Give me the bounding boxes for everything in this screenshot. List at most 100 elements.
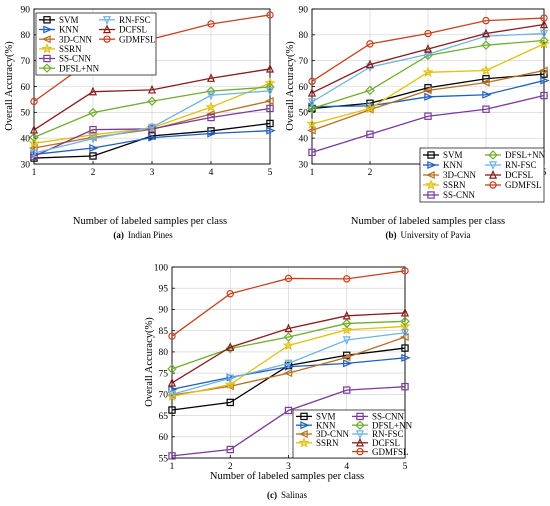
data-point-svm	[89, 152, 97, 160]
series-ss-cnn	[168, 382, 409, 460]
data-point-knn	[207, 129, 217, 138]
data-point-gdmfsl	[308, 77, 316, 86]
data-point-rn-fsc	[342, 336, 351, 346]
legend-entry-gdmfsl: GDMFSL	[99, 34, 156, 44]
data-point-gdmfsl	[424, 29, 432, 38]
legend-label: GDMFSL	[119, 34, 156, 44]
legend-marker	[298, 429, 308, 439]
legend-label: SS-CNN	[443, 190, 476, 200]
panel-caption: (a) Indian Pines	[113, 230, 173, 240]
legend-marker	[300, 421, 310, 430]
series-line-ss-cnn	[171, 386, 406, 457]
data-point-rn-fsc	[147, 123, 157, 133]
legend-entry-gdmfsl: GDMFSL	[352, 447, 409, 457]
data-point-ss-cnn	[168, 452, 176, 460]
data-point-gdmfsl	[540, 14, 548, 22]
data-point-ssrn	[399, 320, 411, 332]
panel-caption-label: (a)	[113, 230, 124, 240]
data-point-3d-cnn	[480, 78, 490, 87]
data-point-3d-cnn	[264, 96, 274, 106]
data-point-dcfsl	[206, 73, 216, 82]
data-point-3d-cnn	[283, 369, 293, 378]
data-point-ssrn	[282, 339, 295, 351]
data-point-dfsl-nn	[147, 96, 157, 106]
legend-label: SSRN	[443, 180, 466, 190]
data-point-rn-fsc	[265, 87, 275, 96]
legend-entry-ss-cnn: SS-CNN	[352, 412, 405, 422]
data-point-dfsl-nn	[342, 318, 352, 329]
legend-label: KNN	[316, 420, 336, 430]
legend-label: SSRN	[316, 438, 339, 448]
legend-label: DCFSL	[119, 25, 147, 35]
series-line-ss-cnn	[311, 94, 545, 154]
series-line-dcfsl	[33, 68, 271, 131]
x-tick-label: 2	[228, 462, 233, 472]
y-tick-label: 90	[159, 306, 169, 316]
data-point-ssrn	[364, 102, 376, 114]
data-point-3d-cnn	[306, 126, 316, 135]
data-point-svm	[168, 406, 176, 414]
y-tick-label: 80	[159, 348, 169, 358]
legend-entry-rn-fsc: RN-FSC	[485, 160, 537, 170]
legend-label: DFSL+NN	[505, 150, 546, 160]
data-point-svm	[482, 75, 490, 83]
data-point-ss-cnn	[207, 113, 215, 122]
series-dcfsl	[307, 19, 549, 97]
legend-marker	[103, 35, 111, 43]
x-tick-label: 5	[403, 462, 408, 472]
data-point-dcfsl	[284, 323, 293, 333]
x-tick-label: 2	[368, 168, 373, 178]
series-ss-cnn	[308, 91, 548, 157]
legend-marker	[298, 436, 310, 448]
legend-label: SVM	[59, 15, 79, 25]
series-gdmfsl	[308, 14, 548, 86]
x-tick-label: 1	[310, 168, 315, 178]
data-point-gdmfsl	[284, 274, 293, 283]
data-point-ssrn	[28, 137, 40, 149]
y-tick-label: 30	[299, 160, 309, 170]
legend-marker	[355, 430, 365, 440]
legend-marker	[43, 25, 53, 34]
legend-label: RN-FSC	[372, 429, 404, 439]
legend-entry-ssrn: SSRN	[423, 179, 466, 190]
legend-entry-svm: SVM	[39, 15, 79, 25]
data-point-dfsl-nn	[225, 343, 235, 354]
data-point-gdmfsl	[226, 290, 234, 298]
data-point-gdmfsl	[168, 332, 176, 340]
data-point-ss-cnn	[366, 130, 374, 138]
y-tick-label: 100	[154, 263, 169, 273]
x-axis-label: Number of labeled samples per class	[210, 471, 364, 482]
legend-entry-3d-cnn: 3D-CNN	[296, 429, 349, 439]
legend-entry-dfsl-nn: DFSL+NN	[352, 420, 413, 430]
x-tick-label: 1	[170, 462, 175, 472]
y-tick-label: 70	[21, 57, 31, 67]
legend-marker	[488, 169, 498, 179]
legend-marker	[43, 54, 51, 63]
legend-label: RN-FSC	[505, 160, 537, 170]
data-point-dcfsl	[167, 377, 177, 387]
data-point-dfsl-nn	[29, 132, 39, 143]
x-tick-label: 2	[91, 168, 96, 178]
x-tick-label: 1	[32, 168, 37, 178]
data-point-dfsl-nn	[365, 85, 375, 96]
chart-panel-1: 30 40 50 60 70 80 90 1 2 3 4 5 Number of labeled sam…	[4, 5, 276, 240]
series-line-knn	[311, 79, 545, 108]
data-point-ssrn	[224, 378, 236, 390]
series-ssrn	[166, 320, 411, 402]
data-point-ssrn	[341, 324, 353, 335]
data-point-knn	[148, 133, 158, 142]
data-point-dfsl-nn	[400, 316, 410, 327]
legend-entry-rn-fsc: RN-FSC	[99, 15, 151, 25]
x-tick-label: 3	[286, 462, 291, 472]
legend-marker	[425, 179, 437, 190]
legend-entry-knn: KNN	[296, 420, 336, 430]
data-point-rn-fsc	[88, 134, 98, 144]
data-point-svm	[401, 344, 409, 352]
data-point-ss-cnn	[308, 148, 316, 157]
data-point-ssrn	[205, 101, 217, 112]
legend: SVM DFSL+NN KNN RN-FSC 3D-CNN DCFSL SSRN GDMFSL…	[419, 147, 546, 203]
y-tick-label: 60	[159, 433, 169, 443]
legend-label: SSRN	[59, 44, 82, 54]
series-line-ss-cnn	[33, 107, 271, 157]
